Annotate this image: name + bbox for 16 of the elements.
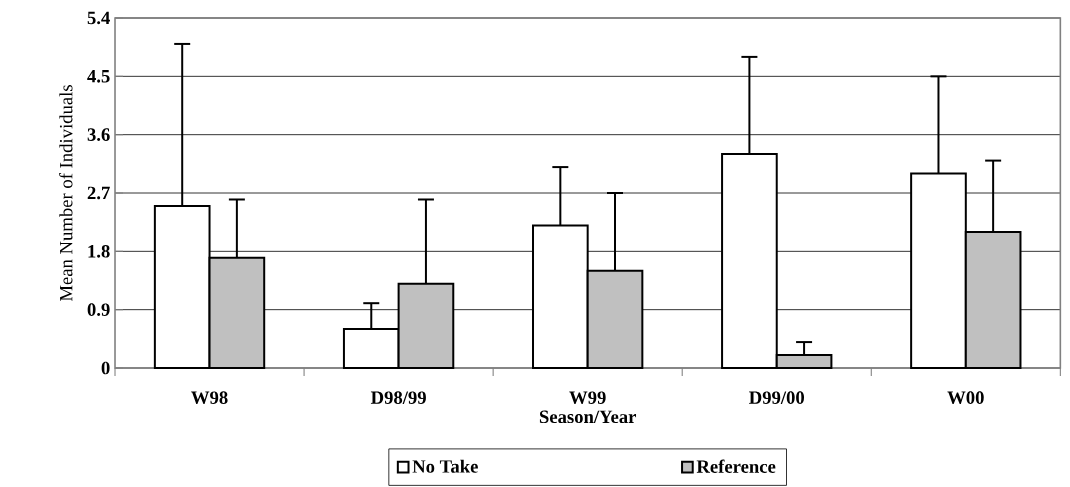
x-tick-label: D99/00 xyxy=(749,391,805,404)
legend-label: Reference xyxy=(696,459,776,473)
x-tick-label: W00 xyxy=(947,391,984,405)
y-axis-title: Mean Number of Individuals xyxy=(59,85,73,302)
x-tick-label: W98 xyxy=(191,391,228,405)
y-tick-label: 2.7 xyxy=(87,186,110,200)
y-tick-label: 0.9 xyxy=(87,303,110,317)
y-tick-label: 4.5 xyxy=(87,70,110,83)
y-tick-label: 5.4 xyxy=(87,11,110,25)
y-tick-label: 0 xyxy=(101,361,110,375)
y-tick-label: 3.6 xyxy=(87,128,110,141)
x-axis-title: Season/Year xyxy=(539,410,637,424)
x-tick-label: W99 xyxy=(569,391,606,405)
legend-label: No Take xyxy=(412,459,478,473)
y-tick-label: 1.8 xyxy=(88,244,110,258)
x-tick-label: D98/99 xyxy=(370,391,426,404)
